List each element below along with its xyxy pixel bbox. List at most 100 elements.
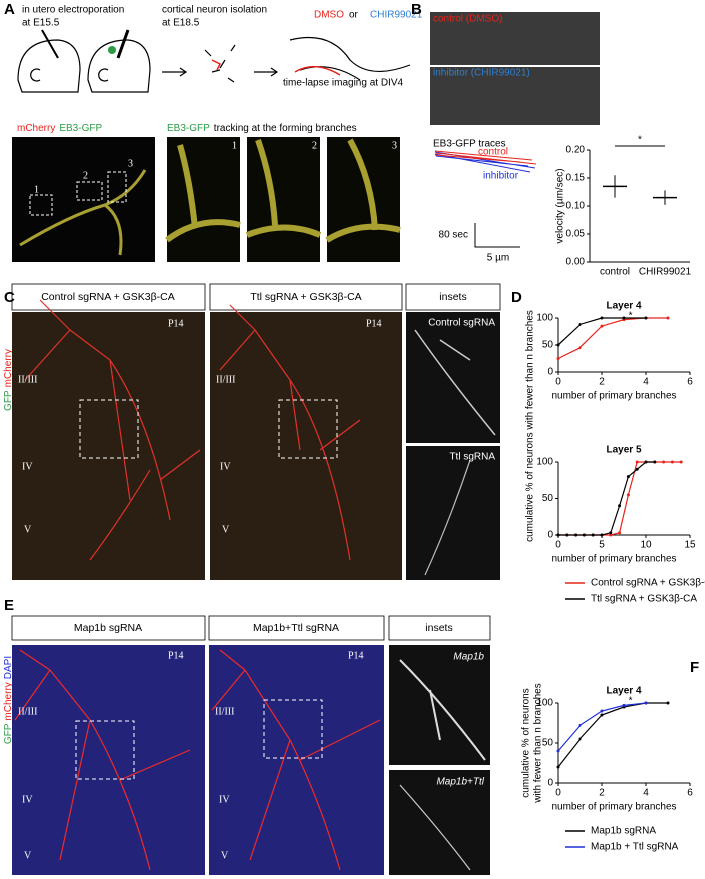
point [600, 533, 604, 537]
roi-number: 3 [128, 158, 133, 169]
schematic [17, 29, 411, 93]
traces [434, 150, 537, 173]
point [578, 723, 582, 727]
x-axis-label: number of primary branches [551, 802, 676, 813]
point [582, 533, 586, 537]
point [644, 701, 648, 705]
series-line [558, 461, 682, 536]
x-tick-label: 0 [555, 377, 561, 388]
neuron-red [294, 66, 341, 76]
layer: IV [22, 794, 33, 805]
point [574, 533, 578, 537]
point [578, 737, 582, 741]
point [578, 346, 582, 350]
header: Ttl sgRNA + GSK3β-CA [250, 291, 361, 303]
panel-label: F [690, 659, 699, 676]
inset-number: 2 [312, 140, 317, 151]
legend-label: Ttl sgRNA + GSK3β-CA [591, 594, 697, 605]
y-tick-label: 0.10 [566, 201, 586, 212]
point [556, 533, 560, 537]
layer: V [24, 524, 32, 535]
header: Map1b+Ttl sgRNA [253, 622, 339, 634]
tracking-images [165, 137, 401, 262]
layer: II/III [18, 706, 37, 717]
layer: V [24, 850, 32, 861]
x-tick-label: 4 [643, 788, 649, 799]
roi-number: 2 [83, 170, 88, 181]
stain-green: GFP [3, 390, 14, 411]
point [600, 324, 604, 328]
stain-blue: DAPI [3, 656, 14, 679]
x-tick-label: 6 [687, 377, 693, 388]
panel-label: B [411, 1, 422, 18]
panel-label: D [511, 289, 522, 306]
stain-red: mCherry [17, 123, 55, 134]
x-tick-label: 10 [640, 540, 652, 551]
x-tick-label: control [600, 267, 630, 278]
point [556, 343, 560, 347]
chart-title: Layer 4 [606, 686, 641, 697]
legend-label: Control sgRNA + GSK3β-CA [591, 578, 705, 589]
y-axis-label: cumulative % of neurons with fewer than … [525, 310, 536, 542]
step-text: in utero electroporation [22, 5, 124, 16]
traces-label: EB3-GFP traces [433, 139, 506, 150]
tracking-green: EB3-GFP [167, 123, 210, 134]
point [600, 316, 604, 320]
chart-title: Layer 5 [606, 445, 641, 456]
point [591, 533, 595, 537]
point [653, 460, 657, 464]
y-tick-label: 50 [542, 493, 554, 504]
y-tick-label: 100 [536, 313, 553, 324]
scale-text: 5 µm [487, 253, 509, 264]
point [609, 531, 613, 535]
tracking-text: tracking at the forming branches [214, 123, 357, 134]
panel-label: C [4, 289, 15, 306]
layer: IV [220, 461, 231, 472]
stain-red: mCherry [3, 682, 14, 720]
y-tick-label: 100 [536, 457, 553, 468]
point [666, 701, 670, 705]
x-tick-label: 5 [599, 540, 605, 551]
legend-label: Map1b + Ttl sgRNA [591, 842, 679, 853]
y-tick-label: 0 [547, 778, 553, 789]
x-tick-label: 0 [555, 540, 561, 551]
point [556, 357, 560, 360]
x-tick-label: CHIR99021 [639, 267, 692, 278]
inset-number: 3 [392, 140, 397, 151]
y-tick-label: 0.00 [566, 257, 586, 268]
y-axis-label: cumulative % of neurons [521, 688, 532, 798]
kymo-label: control (DMSO) [433, 14, 502, 25]
scale-text: 80 sec [439, 230, 468, 241]
y-tick-label: 0.05 [566, 229, 586, 240]
layer: II/III [18, 374, 37, 385]
y-tick-label: 0 [547, 367, 553, 378]
kymograph [430, 12, 600, 65]
point [626, 493, 630, 497]
stain-label: mCherry EB3-GFP [17, 123, 102, 134]
annotation: * [638, 135, 642, 146]
layer: II/III [215, 706, 234, 717]
point [618, 504, 622, 508]
age: P14 [366, 318, 382, 329]
y-tick-label: 50 [542, 738, 554, 749]
series-line [557, 317, 646, 346]
layer: IV [219, 794, 230, 805]
point [666, 316, 670, 320]
annotation: * [629, 696, 633, 707]
x-axis-label: number of primary branches [551, 391, 676, 402]
x-tick-label: 2 [599, 788, 605, 799]
electroporation-spot [108, 46, 116, 54]
step-text: at E18.5 [162, 18, 200, 29]
kymo-label: inhibitor (CHIR99021) [433, 68, 530, 79]
x-axis-label: number of primary branches [551, 554, 676, 565]
point [622, 703, 626, 707]
legend-label: Map1b sgRNA [591, 826, 656, 837]
annotation: * [629, 311, 633, 322]
step-text: cortical neuron isolation [162, 5, 267, 16]
point [556, 765, 560, 769]
layer: II/III [216, 374, 235, 385]
x-tick-label: 2 [599, 377, 605, 388]
panel-label: E [4, 597, 14, 614]
kymograph [430, 67, 600, 125]
header: insets [425, 622, 452, 634]
